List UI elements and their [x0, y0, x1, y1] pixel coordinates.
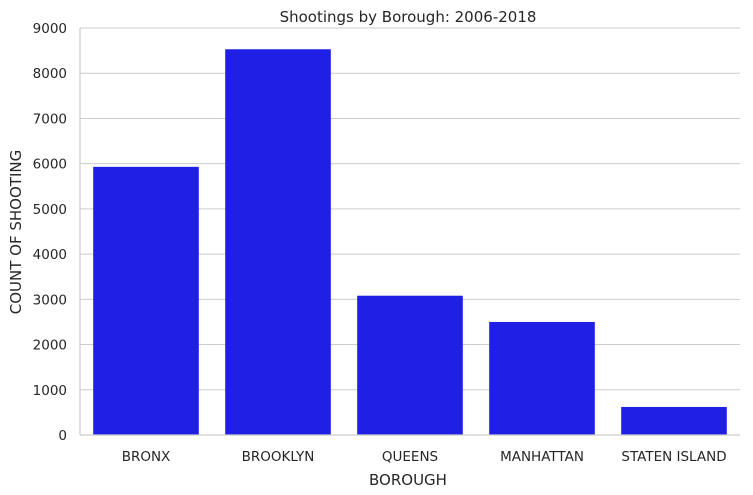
x-tick-label: STATEN ISLAND	[621, 449, 726, 465]
bars	[93, 49, 727, 436]
y-tick-label: 0	[58, 428, 67, 444]
x-tick-labels: BRONX BROOKLYN QUEENS MANHATTAN STATEN ISLAN…	[122, 449, 727, 465]
y-tick-label: 2000	[33, 338, 67, 354]
y-tick-label: 9000	[33, 21, 67, 37]
x-axis-label: BOROUGH	[369, 471, 447, 489]
bar-brooklyn	[225, 49, 331, 435]
bar-queens	[357, 295, 463, 435]
bar-manhattan	[489, 321, 595, 435]
axis-spines	[79, 28, 740, 436]
bar-bronx	[93, 166, 199, 436]
x-tick-label: MANHATTAN	[500, 449, 584, 465]
x-tick-label: BROOKLYN	[242, 449, 315, 465]
chart-title: Shootings by Borough: 2006-2018	[280, 8, 537, 26]
y-tick-label: 8000	[33, 66, 67, 82]
y-tick-label: 4000	[33, 247, 67, 263]
x-tick-label: QUEENS	[382, 449, 438, 465]
y-tick-label: 7000	[33, 111, 67, 127]
bar-staten-island	[621, 406, 727, 435]
y-tick-label: 6000	[33, 157, 67, 173]
y-tick-label: 3000	[33, 292, 67, 308]
y-axis-label: COUNT OF SHOOTING	[7, 150, 25, 314]
x-tick-label: BRONX	[122, 449, 171, 465]
y-tick-labels: 0 1000 2000 3000 4000 5000 6000 7000 8000 9000	[33, 21, 67, 444]
y-tick-label: 5000	[33, 202, 67, 218]
y-tick-label: 1000	[33, 383, 67, 399]
